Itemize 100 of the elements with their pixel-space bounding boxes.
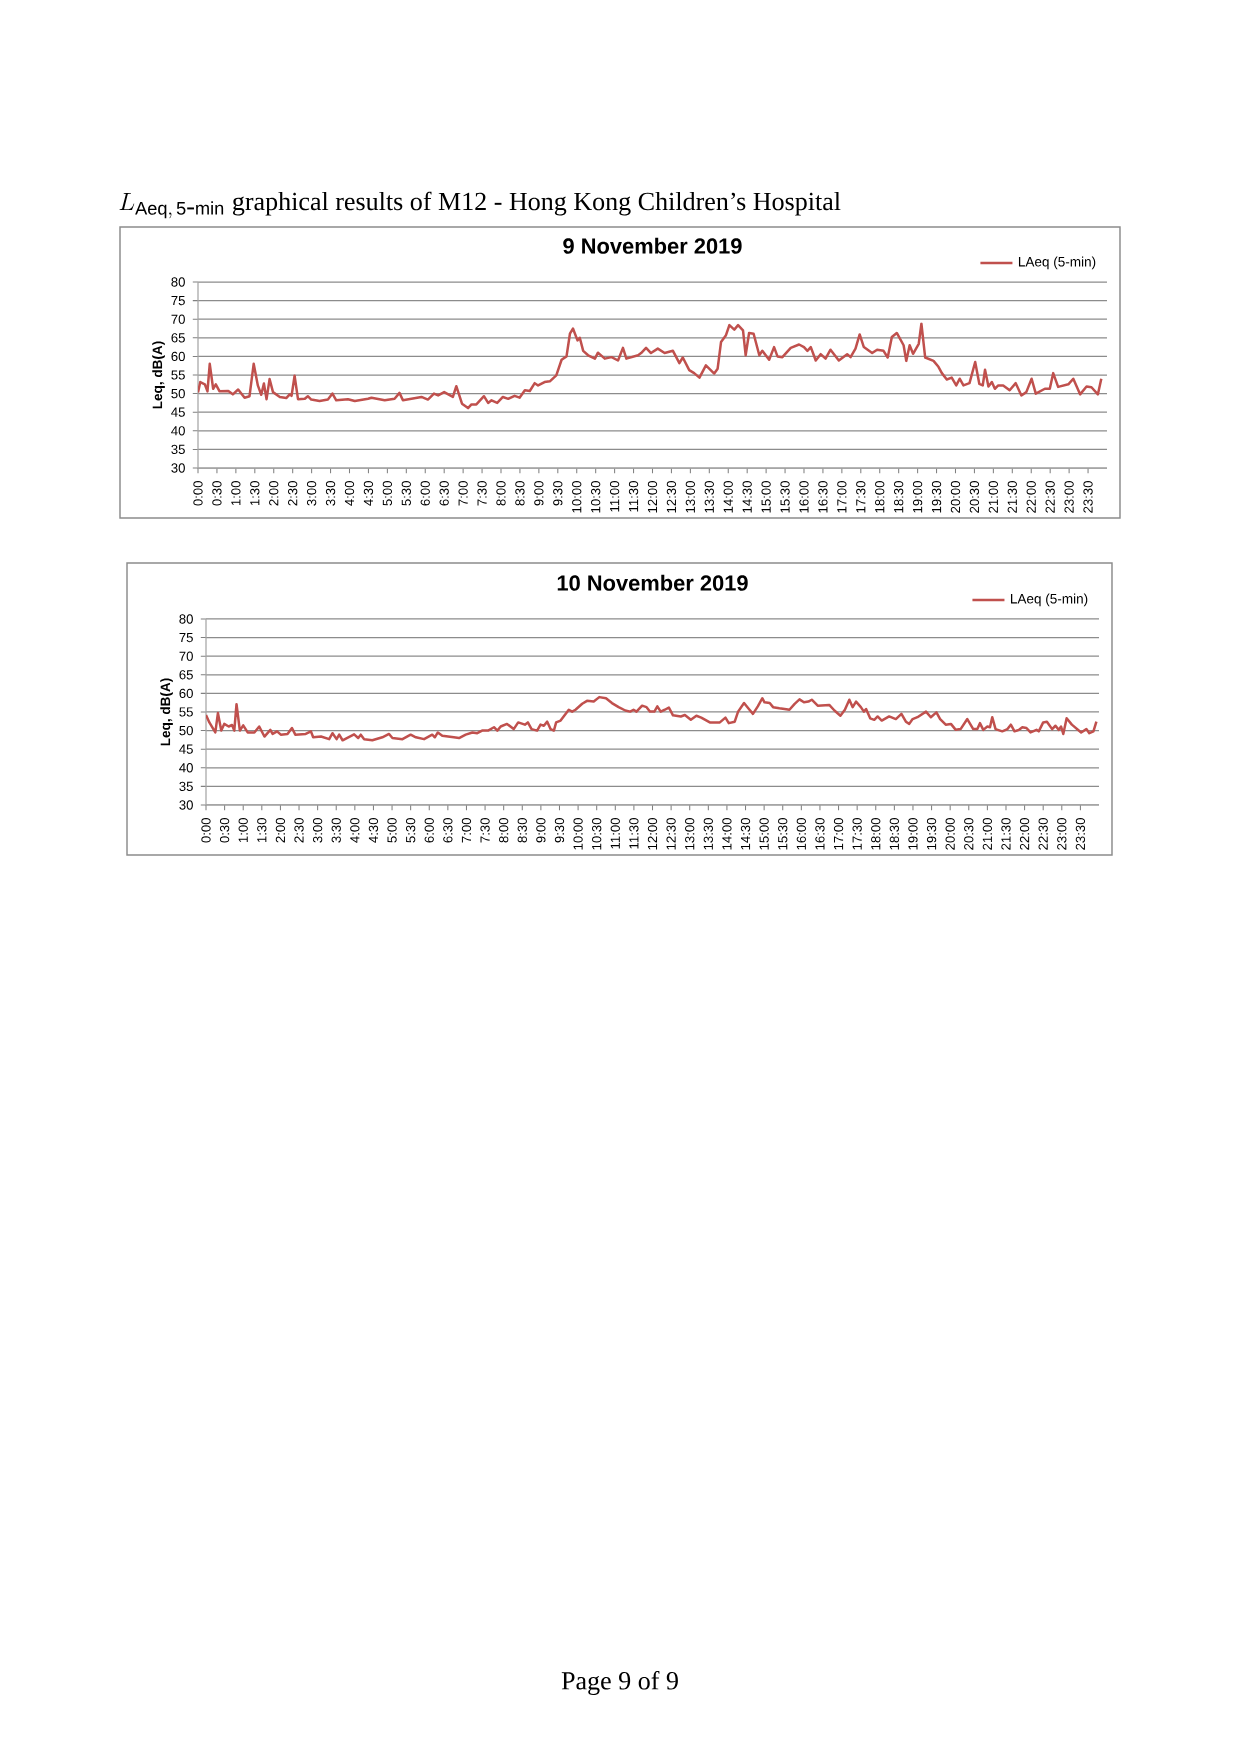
line-series xyxy=(206,695,1098,742)
x-tick-label: 23:30 xyxy=(1075,818,1086,850)
x-tick-label: 21:00 xyxy=(982,818,993,850)
x-tick-label: 17:00 xyxy=(833,818,844,850)
x-tick-label: 7:00 xyxy=(458,481,468,506)
y-tick-label: 50 xyxy=(171,388,185,399)
x-tick-label: 23:30 xyxy=(1083,481,1093,513)
y-tick-label: 40 xyxy=(179,763,193,773)
x-tick-label: 23:00 xyxy=(1064,481,1074,513)
x-tick-label: 18:00 xyxy=(871,818,881,850)
x-tick-label: 22:00 xyxy=(1019,818,1030,850)
y-tick-label: 30 xyxy=(171,463,185,473)
x-tick-label: 16:30 xyxy=(815,818,825,850)
x-tick-label: 9:30 xyxy=(554,818,565,843)
x-tick-label: 15:00 xyxy=(761,481,771,513)
x-tick-label: 12:00 xyxy=(647,818,658,850)
x-tick-label: 21:30 xyxy=(1001,818,1011,850)
x-tick-label: 9:30 xyxy=(553,481,563,506)
x-tick-label: 22:30 xyxy=(1045,481,1055,513)
x-tick-label: 12:30 xyxy=(666,481,677,513)
x-tick-label: 10:00 xyxy=(572,481,582,513)
y-axis-title: Leq, dB(A) xyxy=(152,341,165,409)
y-tick-label: 65 xyxy=(171,333,185,343)
x-tick-label: 19:30 xyxy=(931,481,942,513)
chart-title: 10 November 2019 xyxy=(557,574,748,591)
legend-label: LAeq (5-min) xyxy=(1010,593,1088,607)
x-tick-label: 13:30 xyxy=(703,818,713,850)
x-tick-label: 1:00 xyxy=(231,481,241,506)
x-tick-label: 13:00 xyxy=(685,818,695,850)
x-tick-label: 13:30 xyxy=(704,481,714,513)
x-tick-label: 7:30 xyxy=(480,818,490,843)
x-tick-label: 2:30 xyxy=(294,818,304,843)
x-tick-label: 3:00 xyxy=(312,818,323,843)
y-tick-label: 45 xyxy=(171,407,185,417)
y-tick-label: 60 xyxy=(179,688,193,699)
x-tick-label: 14:00 xyxy=(723,481,733,513)
x-tick-label: 19:00 xyxy=(908,818,918,850)
x-tick-label: 4:00 xyxy=(350,818,360,843)
x-tick-label: 11:00 xyxy=(609,481,620,512)
x-tick-label: 10:30 xyxy=(592,818,602,850)
x-tick-label: 20:00 xyxy=(950,481,961,513)
x-tick-label: 1:30 xyxy=(257,818,267,843)
y-tick-label: 55 xyxy=(171,370,185,380)
y-tick-label: 45 xyxy=(179,744,193,754)
x-tick-label: 11:30 xyxy=(628,481,639,512)
x-tick-label: 16:30 xyxy=(818,481,828,513)
x-tick-label: 18:00 xyxy=(875,481,885,513)
y-tick-label: 55 xyxy=(179,707,193,717)
x-tick-label: 14:30 xyxy=(740,818,751,850)
x-tick-label: 22:00 xyxy=(1026,481,1036,513)
x-tick-label: 9:00 xyxy=(536,818,546,843)
x-tick-label: 8:00 xyxy=(496,481,506,506)
x-tick-label: 2:30 xyxy=(288,481,298,506)
text: graphical results of M12 - Hong Kong Children’s Hospital xyxy=(232,191,841,216)
x-tick-label: 17:30 xyxy=(852,818,862,850)
x-tick-label: 12:30 xyxy=(666,818,676,850)
x-tick-label: 19:00 xyxy=(912,481,923,513)
x-tick-label: 4:00 xyxy=(344,481,355,506)
y-tick-label: 80 xyxy=(171,277,185,287)
text: Page 9 of 9 xyxy=(561,1671,678,1695)
x-tick-label: 16:00 xyxy=(796,818,806,850)
x-tick-label: 8:00 xyxy=(499,818,509,843)
x-tick-label: 6:00 xyxy=(420,481,430,506)
x-tick-label: 2:00 xyxy=(269,481,279,506)
x-tick-label: 1:30 xyxy=(250,481,260,506)
x-tick-label: 20:00 xyxy=(945,818,955,850)
x-tick-label: 17:30 xyxy=(856,481,866,513)
x-tick-label: 21:00 xyxy=(988,481,999,513)
legend-label: LAeq (5-min) xyxy=(1018,256,1096,270)
x-tick-label: 11:00 xyxy=(610,818,620,849)
x-tick-label: 4:30 xyxy=(363,481,374,506)
x-tick-label: 1:00 xyxy=(238,818,248,843)
x-tick-label: 21:30 xyxy=(1007,481,1017,513)
x-tick-label: 20:30 xyxy=(969,481,980,513)
x-tick-label: 0:30 xyxy=(212,481,222,506)
x-tick-label: 3:00 xyxy=(306,481,317,506)
x-tick-label: 13:00 xyxy=(685,481,696,513)
x-tick-label: 8:30 xyxy=(515,481,525,506)
x-tick-label: 5:30 xyxy=(401,481,411,506)
x-tick-label: 0:00 xyxy=(201,818,211,843)
x-tick-label: 9:00 xyxy=(534,481,544,506)
x-tick-label: 5:00 xyxy=(387,818,397,843)
y-tick-label: 40 xyxy=(171,426,185,436)
x-tick-label: 6:00 xyxy=(424,818,434,843)
line-series xyxy=(198,322,1103,410)
x-tick-label: 14:00 xyxy=(722,818,732,850)
y-tick-label: 30 xyxy=(179,800,193,810)
x-tick-label: 0:00 xyxy=(193,481,203,506)
x-tick-label: 17:00 xyxy=(837,481,847,513)
x-tick-label: 18:30 xyxy=(894,481,904,513)
x-tick-label: 3:30 xyxy=(331,818,341,843)
x-tick-label: 16:00 xyxy=(799,481,809,513)
x-tick-label: 6:30 xyxy=(439,481,449,506)
x-tick-label: 11:30 xyxy=(629,818,639,849)
x-tick-label: 19:30 xyxy=(926,818,937,850)
y-tick-label: 70 xyxy=(171,314,185,324)
x-tick-label: 5:00 xyxy=(382,481,393,506)
x-tick-label: 7:30 xyxy=(477,481,487,506)
x-tick-label: 3:30 xyxy=(325,481,336,506)
x-tick-label: 8:30 xyxy=(517,818,527,843)
